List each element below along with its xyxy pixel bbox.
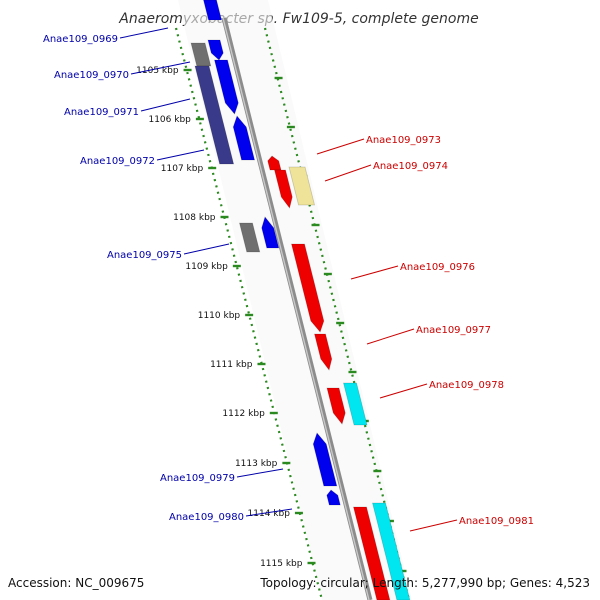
gene-label-right[interactable]: Anae109_0974 xyxy=(373,161,448,172)
tick-label: 1110 kbp xyxy=(198,311,241,321)
gene-label-leader xyxy=(366,328,415,345)
gene-label-left[interactable]: Anae109_0979 xyxy=(160,473,235,484)
tick-label: 1114 kbp xyxy=(248,509,291,519)
gene-blue[interactable] xyxy=(213,59,239,115)
tick-label: 1107 kbp xyxy=(161,164,204,174)
gene-label-leader xyxy=(379,383,428,399)
gene-label-right[interactable]: Anae109_0973 xyxy=(366,135,441,146)
gene-blue[interactable] xyxy=(203,0,223,21)
gene-label-left[interactable]: Anae109_0980 xyxy=(169,512,244,523)
genome-summary-text: Topology: circular; Length: 5,277,990 bp… xyxy=(259,576,590,590)
gene-blue[interactable] xyxy=(207,39,224,61)
tick-label: 1111 kbp xyxy=(210,360,253,370)
label-layer: Anae109_0969 Anae109_0970 Anae109_0971 Anae… xyxy=(43,27,534,532)
map-title: Anaeromyxobacter sp. Fw109-5, complete g… xyxy=(118,11,478,27)
ring-left xyxy=(174,27,324,600)
tick-label: 1109 kbp xyxy=(185,262,228,272)
gene-cyan[interactable] xyxy=(371,502,411,600)
backbone-highlight xyxy=(222,17,370,600)
gene-layer xyxy=(190,0,411,600)
ring-right xyxy=(263,27,411,600)
gene-blue[interactable] xyxy=(261,216,280,249)
gene-label-leader xyxy=(236,468,284,478)
gene-label-leader xyxy=(245,508,293,517)
gene-label-right[interactable]: Anae109_0981 xyxy=(459,516,534,527)
gene-label-leader xyxy=(130,61,191,75)
gene-label-leader xyxy=(119,27,169,39)
gene-red[interactable] xyxy=(352,506,391,600)
gene-label-leader xyxy=(409,519,458,532)
tick-label: 1112 kbp xyxy=(222,409,265,419)
gene-red[interactable] xyxy=(273,169,293,209)
gene-label-leader xyxy=(140,98,191,112)
gene-gray[interactable] xyxy=(238,222,261,253)
gene-gray[interactable] xyxy=(190,42,212,67)
tick-label: 1105 kbp xyxy=(136,66,179,76)
gene-label-left[interactable]: Anae109_0972 xyxy=(80,156,155,167)
tick-label: 1113 kbp xyxy=(235,459,278,469)
gene-label-leader xyxy=(183,243,230,255)
tick-layer: 1105 kbp 1106 kbp 1107 kbp 1108 kbp 1109 kbp… xyxy=(136,66,407,573)
gene-label-right[interactable]: Anae109_0977 xyxy=(416,325,491,336)
gene-blue[interactable] xyxy=(232,115,256,161)
gene-label-right[interactable]: Anae109_0978 xyxy=(429,380,504,391)
tick-label: 1106 kbp xyxy=(148,115,191,125)
gene-label-left[interactable]: Anae109_0969 xyxy=(43,34,118,45)
accession-text: Accession: NC_009675 xyxy=(8,576,144,590)
gene-cyan[interactable] xyxy=(342,382,368,426)
gene-label-leader xyxy=(156,149,205,161)
gene-blue[interactable] xyxy=(326,489,341,506)
gene-label-left[interactable]: Anae109_0970 xyxy=(54,70,129,81)
tick-label: 1108 kbp xyxy=(173,213,216,223)
gene-label-leader xyxy=(316,138,365,155)
gene-label-right[interactable]: Anae109_0976 xyxy=(400,262,475,273)
gene-label-left[interactable]: Anae109_0975 xyxy=(107,250,182,261)
backbone-line xyxy=(221,17,373,600)
gene-label-leader xyxy=(324,164,372,182)
gene-blue[interactable] xyxy=(312,432,338,487)
gene-navy[interactable] xyxy=(194,65,235,165)
gene-red[interactable] xyxy=(290,243,325,333)
tick-label: 1115 kbp xyxy=(260,559,303,569)
gene-red[interactable] xyxy=(313,333,333,371)
gene-label-left[interactable]: Anae109_0971 xyxy=(64,107,139,118)
gene-label-leader xyxy=(350,265,399,280)
gene-red[interactable] xyxy=(326,387,346,425)
gene-yellow[interactable] xyxy=(288,166,316,206)
